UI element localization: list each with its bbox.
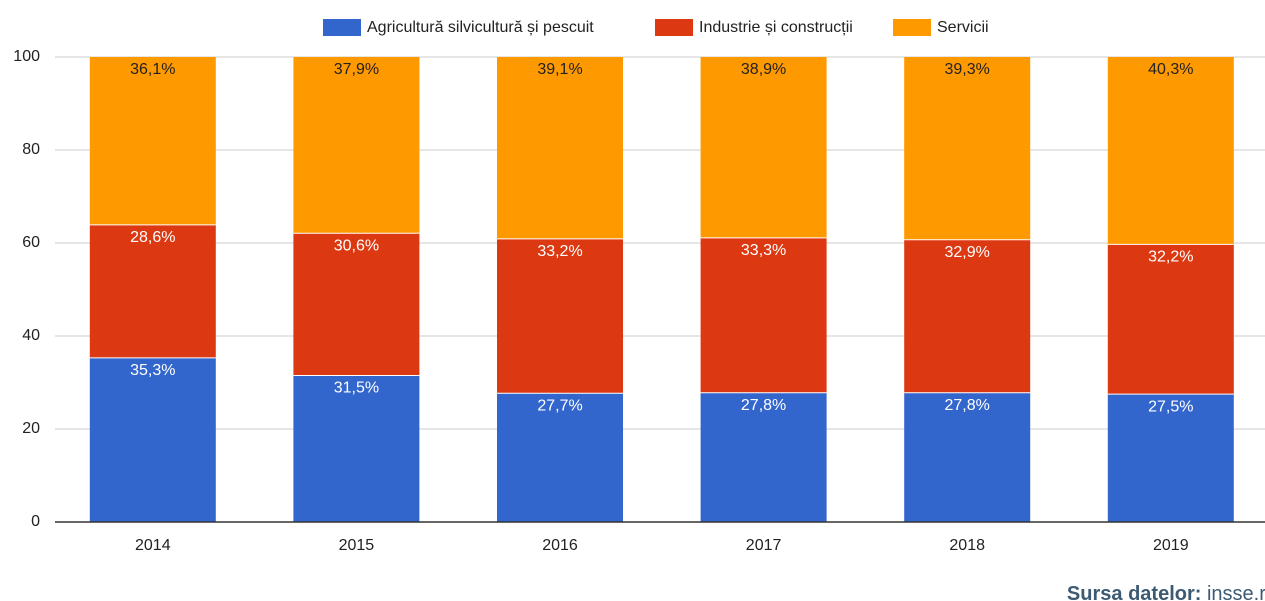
value-label: 31,5% — [334, 380, 379, 397]
y-tick-label: 60 — [22, 234, 40, 251]
value-label: 40,3% — [1148, 61, 1193, 78]
y-tick-label: 80 — [22, 141, 40, 158]
bar-segment — [1107, 394, 1234, 522]
bar-segment — [497, 393, 623, 522]
value-label: 27,8% — [945, 397, 990, 414]
bar-segment — [904, 392, 1031, 522]
x-tick-label: 2014 — [135, 537, 171, 554]
bar-segment — [497, 238, 623, 394]
bar-segment — [904, 239, 1031, 393]
value-label: 28,6% — [130, 229, 175, 246]
value-label: 32,2% — [1148, 249, 1193, 266]
value-label: 30,6% — [334, 237, 379, 254]
bar-segment — [293, 57, 420, 234]
value-label: 27,5% — [1148, 398, 1193, 415]
value-label: 33,3% — [741, 242, 786, 259]
bar-segment — [89, 357, 216, 522]
value-label: 33,2% — [537, 243, 582, 260]
x-tick-label: 2017 — [746, 537, 782, 554]
bar-segment — [700, 237, 827, 393]
bar-segment — [1107, 244, 1234, 395]
y-tick-label: 40 — [22, 327, 40, 344]
value-label: 27,8% — [741, 397, 786, 414]
source-label: Sursa datelor: — [1066, 583, 1202, 601]
legend-swatch — [323, 19, 361, 36]
bar-segment — [904, 57, 1031, 240]
y-tick-label: 0 — [31, 513, 40, 530]
source-link: insse.ro — [1206, 583, 1265, 601]
legend-label: Industrie și construcții — [699, 19, 853, 36]
x-tick-label: 2015 — [339, 537, 375, 554]
x-tick-label: 2019 — [1153, 537, 1189, 554]
legend-swatch — [655, 19, 693, 36]
source: Sursa datelor: insse.ro — [1067, 583, 1265, 601]
value-label: 38,9% — [741, 61, 786, 78]
y-tick-label: 20 — [22, 420, 40, 437]
bar-segment — [89, 224, 216, 358]
value-label: 36,1% — [130, 61, 175, 78]
legend-label: Agricultură silvicultură și pescuit — [367, 19, 594, 36]
y-tick-label: 100 — [13, 48, 40, 65]
bar-segment — [293, 233, 420, 376]
legend-label: Servicii — [937, 19, 989, 36]
x-tick-label: 2016 — [542, 537, 578, 554]
bar-segment — [89, 57, 216, 225]
value-label: 35,3% — [130, 362, 175, 379]
value-label: 37,9% — [334, 61, 379, 78]
value-label: 39,3% — [945, 61, 990, 78]
bar-segment — [700, 57, 827, 238]
legend-swatch — [893, 19, 931, 36]
x-tick-label: 2018 — [949, 537, 985, 554]
bar-segment — [293, 375, 420, 522]
bar-segment — [700, 392, 827, 522]
value-label: 32,9% — [945, 244, 990, 261]
bar-segment — [1107, 57, 1234, 245]
value-label: 39,1% — [537, 61, 582, 78]
value-label: 27,7% — [537, 397, 582, 414]
bar-segment — [497, 57, 623, 239]
